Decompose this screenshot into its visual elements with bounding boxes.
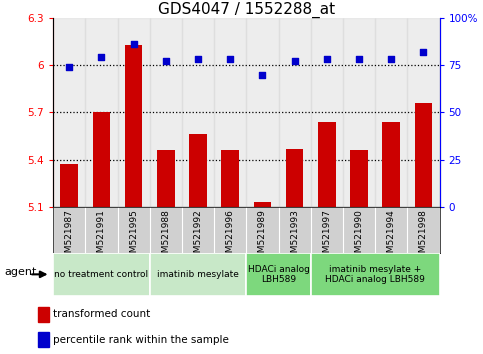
Text: imatinib mesylate +
HDACi analog LBH589: imatinib mesylate + HDACi analog LBH589 [325,265,425,284]
Text: imatinib mesylate: imatinib mesylate [157,270,239,279]
Bar [383,122,400,207]
Point [323,57,331,62]
Text: GSM521989: GSM521989 [258,210,267,264]
Point [355,57,363,62]
Point [387,57,395,62]
Bar [221,150,239,207]
Text: GSM521997: GSM521997 [322,210,331,264]
Text: GSM521993: GSM521993 [290,210,299,264]
Bar [407,18,440,207]
Bar [157,150,175,207]
FancyBboxPatch shape [53,253,150,296]
Text: agent: agent [4,267,37,277]
Point [420,49,427,55]
Text: percentile rank within the sample: percentile rank within the sample [53,335,229,345]
Bar [150,18,182,207]
Bar [311,18,343,207]
Text: GSM521987: GSM521987 [65,210,74,264]
Bar [182,18,214,207]
Bar [60,165,78,207]
Title: GDS4047 / 1552288_at: GDS4047 / 1552288_at [158,1,335,18]
Bar [189,135,207,207]
FancyBboxPatch shape [246,253,311,296]
Bar [214,18,246,207]
Text: GSM521994: GSM521994 [387,210,396,264]
Text: no treatment control: no treatment control [55,270,148,279]
FancyBboxPatch shape [150,253,246,296]
Bar [85,18,117,207]
Text: GSM521996: GSM521996 [226,210,235,264]
Point [65,64,73,70]
Text: GSM521998: GSM521998 [419,210,428,264]
Text: transformed count: transformed count [53,309,151,320]
Text: GSM521990: GSM521990 [355,210,364,264]
Bar [117,18,150,207]
Bar [38,307,49,322]
Point [227,57,234,62]
FancyBboxPatch shape [311,253,440,296]
Point [291,58,298,64]
Bar [125,45,142,207]
Point [258,72,266,78]
Bar [318,122,336,207]
Bar [93,112,110,207]
Bar [375,18,407,207]
Bar [343,18,375,207]
Point [162,58,170,64]
Bar [38,332,49,347]
Bar [254,202,271,207]
Text: GSM521992: GSM521992 [194,210,202,264]
Point [130,41,138,47]
Point [98,55,105,60]
Bar [279,18,311,207]
Point [194,57,202,62]
Bar [246,18,279,207]
Bar [350,150,368,207]
Text: GSM521995: GSM521995 [129,210,138,264]
Bar [414,103,432,207]
Bar [286,149,303,207]
Text: GSM521988: GSM521988 [161,210,170,264]
Text: HDACi analog
LBH589: HDACi analog LBH589 [248,265,310,284]
Text: GSM521991: GSM521991 [97,210,106,264]
Bar [53,18,85,207]
